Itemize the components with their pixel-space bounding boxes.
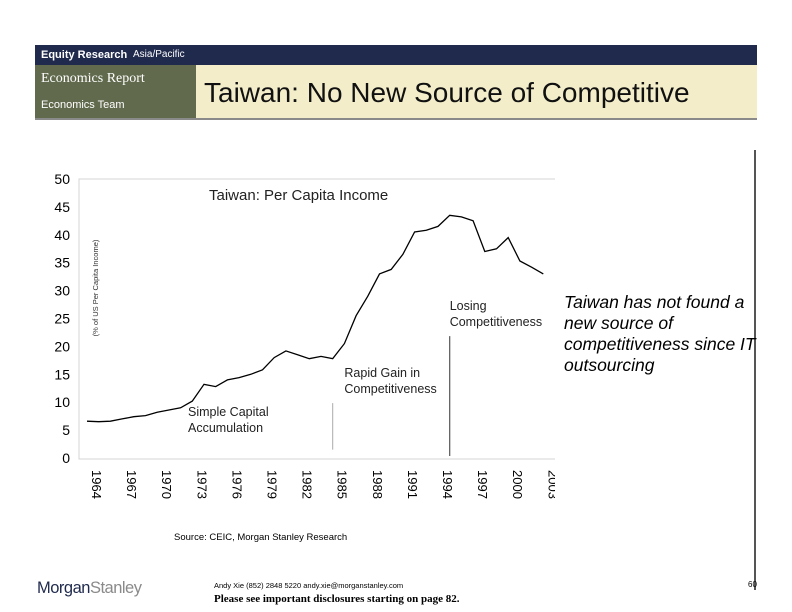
series-line xyxy=(86,214,544,423)
report-block: Economics Report Economics Team xyxy=(35,65,196,118)
annotation-text: Competitiveness xyxy=(344,382,436,396)
annotation-text: Competitiveness xyxy=(450,315,542,329)
x-tick-label: 2000 xyxy=(510,470,525,499)
x-tick-label: 1976 xyxy=(229,470,244,499)
annotation-text: Losing xyxy=(450,299,487,313)
logo-part2: Stanley xyxy=(89,579,142,597)
y-tick-label: 15 xyxy=(54,366,70,382)
page-title: Taiwan: No New Source of Competitive xyxy=(204,77,690,108)
y-tick-label: 10 xyxy=(54,394,70,410)
x-tick-label: 1970 xyxy=(159,470,174,499)
y-axis-label: (% of US Per Capita Income) xyxy=(91,239,100,336)
annotations: Simple Capital Accumulation Rapid Gain in C… xyxy=(188,299,542,456)
x-tick-label: 2003 xyxy=(545,470,555,499)
header-bar: Equity Research Asia/Pacific xyxy=(35,45,757,65)
source-note: Source: CEIC, Morgan Stanley Research xyxy=(174,532,348,543)
region-label: Asia/Pacific xyxy=(133,49,185,60)
side-note: Taiwan has not found a new source of com… xyxy=(564,292,756,375)
disclosure-line: Please see important disclosures startin… xyxy=(214,593,460,605)
x-tick-label: 1967 xyxy=(124,470,139,499)
right-rule xyxy=(754,150,756,590)
title-box: Taiwan: No New Source of Competitive xyxy=(196,65,757,118)
y-tick-label: 35 xyxy=(54,255,70,271)
x-tick-label: 1997 xyxy=(475,470,490,499)
x-tick-label: 1988 xyxy=(370,470,385,499)
morgan-stanley-logo: MorganStanley xyxy=(37,579,142,598)
team-label: Economics Team xyxy=(41,99,125,111)
x-tick-label: 1982 xyxy=(300,470,315,499)
y-tick-label: 20 xyxy=(54,338,70,354)
contact-line: Andy Xie (852) 2848 5220 andy.xie@morgan… xyxy=(214,581,404,590)
x-tick-label: 1991 xyxy=(405,470,420,499)
x-tick-label: 1964 xyxy=(89,470,104,499)
x-axis: 1964 1967 1970 1973 1976 1979 1982 1985 1988 1991… xyxy=(89,470,555,499)
logo-part1: Morgan xyxy=(37,579,90,597)
x-tick-label: 1973 xyxy=(194,470,209,499)
x-tick-label: 1979 xyxy=(265,470,280,499)
per-capita-income-chart: 0 5 10 15 20 25 30 35 40 45 50 1964 1967 1970 1973 197… xyxy=(54,171,555,499)
x-tick-label: 1985 xyxy=(335,470,350,499)
report-label: Economics Report xyxy=(41,71,145,86)
header-divider xyxy=(35,118,757,120)
x-tick-label: 1994 xyxy=(440,470,455,499)
division-label: Equity Research xyxy=(41,49,128,61)
y-tick-label: 50 xyxy=(54,171,70,187)
annotation-text: Accumulation xyxy=(188,421,263,435)
y-tick-label: 30 xyxy=(54,283,70,299)
y-tick-label: 45 xyxy=(54,199,70,215)
y-tick-label: 40 xyxy=(54,227,70,243)
page-number: 60 xyxy=(748,580,757,589)
annotation-text: Simple Capital xyxy=(188,405,269,419)
y-tick-label: 0 xyxy=(62,450,70,466)
y-axis: 0 5 10 15 20 25 30 35 40 45 50 xyxy=(54,171,70,466)
y-tick-label: 5 xyxy=(62,422,70,438)
annotation-text: Rapid Gain in xyxy=(344,366,420,380)
y-tick-label: 25 xyxy=(54,311,70,327)
chart-title: Taiwan: Per Capita Income xyxy=(209,187,388,204)
